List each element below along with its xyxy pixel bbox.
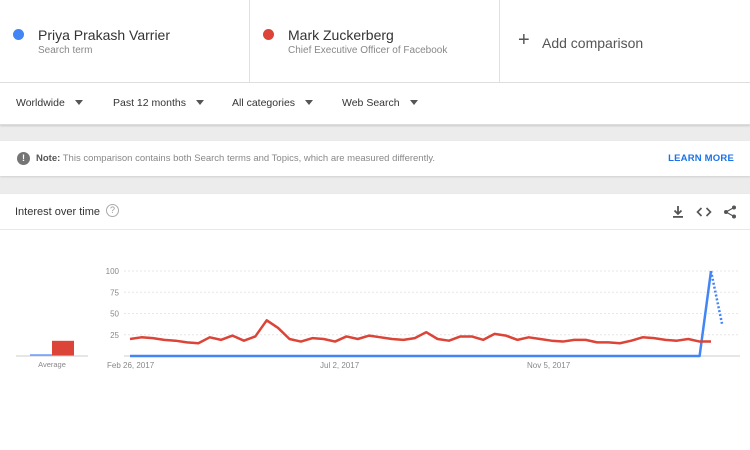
x-tick-label: Feb 26, 2017	[107, 361, 155, 370]
y-tick-label: 75	[110, 288, 119, 297]
learn-more-link[interactable]: LEARN MORE	[668, 153, 734, 164]
term-subtitle: Search term	[38, 45, 93, 56]
help-icon[interactable]: ?	[106, 204, 119, 217]
card-header: Interest over time ?	[0, 194, 750, 230]
region-filter[interactable]: Worldwide	[16, 97, 83, 109]
term-name: Mark Zuckerberg	[288, 27, 394, 43]
plus-icon: +	[518, 29, 530, 51]
time-filter-label: Past 12 months	[113, 97, 186, 109]
download-icon[interactable]	[670, 204, 686, 220]
add-comparison-label: Add comparison	[542, 35, 644, 51]
note-banner: ! Note: This comparison contains both Se…	[0, 141, 750, 176]
series-line	[129, 319, 711, 345]
chevron-down-icon	[305, 99, 314, 105]
time-filter[interactable]: Past 12 months	[113, 97, 204, 109]
note-bold: Note:	[36, 153, 61, 164]
embed-icon[interactable]	[696, 204, 712, 220]
interest-over-time-card: Interest over time ? 100 75 50 25 Feb 26, 20…	[0, 194, 750, 450]
series-line	[130, 270, 713, 358]
card-title: Interest over time	[15, 206, 100, 218]
chevron-down-icon	[74, 99, 83, 105]
category-filter-label: All categories	[232, 97, 296, 109]
series-color-dot	[13, 29, 24, 40]
comparison-term-2[interactable]: Mark Zuckerberg Chief Executive Officer …	[250, 0, 500, 83]
add-comparison-button[interactable]: + Add comparison	[500, 0, 750, 83]
region-filter-label: Worldwide	[16, 97, 65, 109]
y-tick-label: 50	[110, 310, 119, 319]
term-subtitle: Chief Executive Officer of Facebook	[288, 45, 448, 56]
y-tick-label: 25	[110, 331, 119, 340]
x-tick-label: Nov 5, 2017	[527, 361, 571, 370]
note-body: This comparison contains both Search ter…	[62, 153, 436, 164]
chevron-down-icon	[195, 99, 204, 105]
category-filter[interactable]: All categories	[232, 97, 314, 109]
search-type-filter-label: Web Search	[342, 97, 400, 109]
chevron-down-icon	[409, 99, 418, 105]
info-icon: !	[17, 152, 30, 165]
comparison-term-1[interactable]: Priya Prakash Varrier Search term	[0, 0, 250, 83]
comparison-bar: Priya Prakash Varrier Search term Mark Z…	[0, 0, 750, 83]
search-type-filter[interactable]: Web Search	[342, 97, 418, 109]
average-bar	[30, 354, 52, 356]
series-color-dot	[263, 29, 274, 40]
x-tick-label: Jul 2, 2017	[320, 361, 360, 370]
y-tick-label: 100	[106, 267, 120, 276]
average-label: Average	[38, 360, 66, 369]
series-partial-line	[709, 270, 724, 324]
filter-bar: Worldwide Past 12 months All categories …	[0, 83, 750, 125]
share-icon[interactable]	[722, 204, 738, 220]
note-text: Note: This comparison contains both Sear…	[36, 153, 435, 164]
term-name: Priya Prakash Varrier	[38, 27, 171, 43]
interest-chart: 100 75 50 25 Feb 26, 2017 Jul 2, 2017 Nov 5, 2…	[16, 267, 740, 370]
average-bar	[52, 340, 74, 356]
